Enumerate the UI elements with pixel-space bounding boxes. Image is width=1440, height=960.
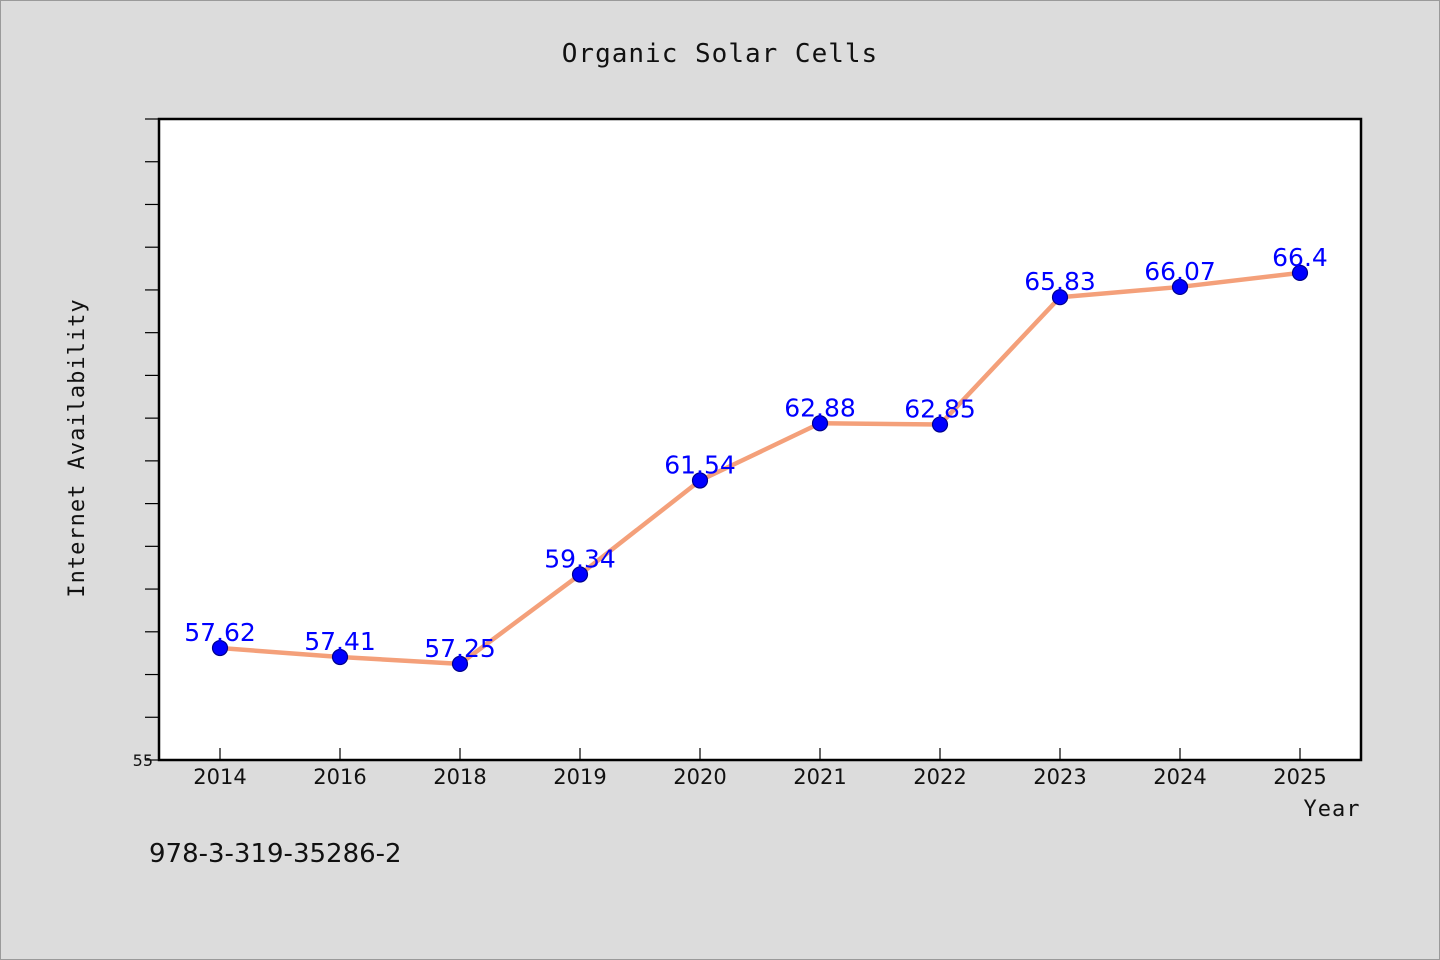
data-label: 62.88 xyxy=(784,393,856,422)
x-tick-label: 2018 xyxy=(433,765,486,789)
data-point xyxy=(931,416,949,433)
data-labels-group: 57.62 57.41 57.25 59.34 61.54 62.88 62.85 65.83… xyxy=(184,243,1328,663)
x-tick-label: 2021 xyxy=(793,765,846,789)
data-point xyxy=(571,566,589,583)
data-label: 57.62 xyxy=(184,618,256,647)
data-label: 57.41 xyxy=(304,627,376,656)
y-tick-label: 55 xyxy=(133,751,153,770)
x-tick-label: 2020 xyxy=(673,765,726,789)
data-point xyxy=(1051,289,1069,306)
data-label: 57.25 xyxy=(424,634,496,663)
data-point xyxy=(691,472,709,489)
data-point xyxy=(331,648,349,666)
x-axis-label: Year xyxy=(1304,797,1361,822)
data-label: 59.34 xyxy=(544,545,616,574)
plot-area xyxy=(157,117,1363,762)
data-point xyxy=(211,639,229,657)
data-label: 66.07 xyxy=(1144,257,1216,286)
x-tick-label: 2023 xyxy=(1033,765,1086,789)
x-tick-label: 2019 xyxy=(553,765,606,789)
x-tick-label: 2024 xyxy=(1153,765,1206,789)
x-tick-label: 2016 xyxy=(313,765,366,789)
data-point xyxy=(1171,278,1189,296)
x-tick-label: 2025 xyxy=(1273,765,1326,789)
data-label: 66.4 xyxy=(1272,243,1328,272)
data-point xyxy=(1291,264,1309,281)
series-line xyxy=(219,270,1301,667)
markers-group xyxy=(211,264,1309,672)
data-label: 61.54 xyxy=(664,451,736,480)
x-axis-ticks: 2014 2016 2018 2019 2020 2021 2022 2023 2024 2025 xyxy=(193,748,1327,789)
data-point xyxy=(451,655,469,672)
series-line-group xyxy=(219,270,1301,667)
data-point xyxy=(811,415,829,432)
y-axis-label: Internet Availability xyxy=(65,298,90,597)
chart-title: Organic Solar Cells xyxy=(562,39,878,69)
x-tick-label: 2022 xyxy=(913,765,966,789)
data-label: 62.85 xyxy=(904,395,976,424)
y-axis-ticks: 55 xyxy=(133,118,159,770)
footer-id-text: 978-3-319-35286-2 xyxy=(149,839,402,869)
data-label: 65.83 xyxy=(1024,267,1096,296)
x-tick-label: 2014 xyxy=(193,765,246,789)
